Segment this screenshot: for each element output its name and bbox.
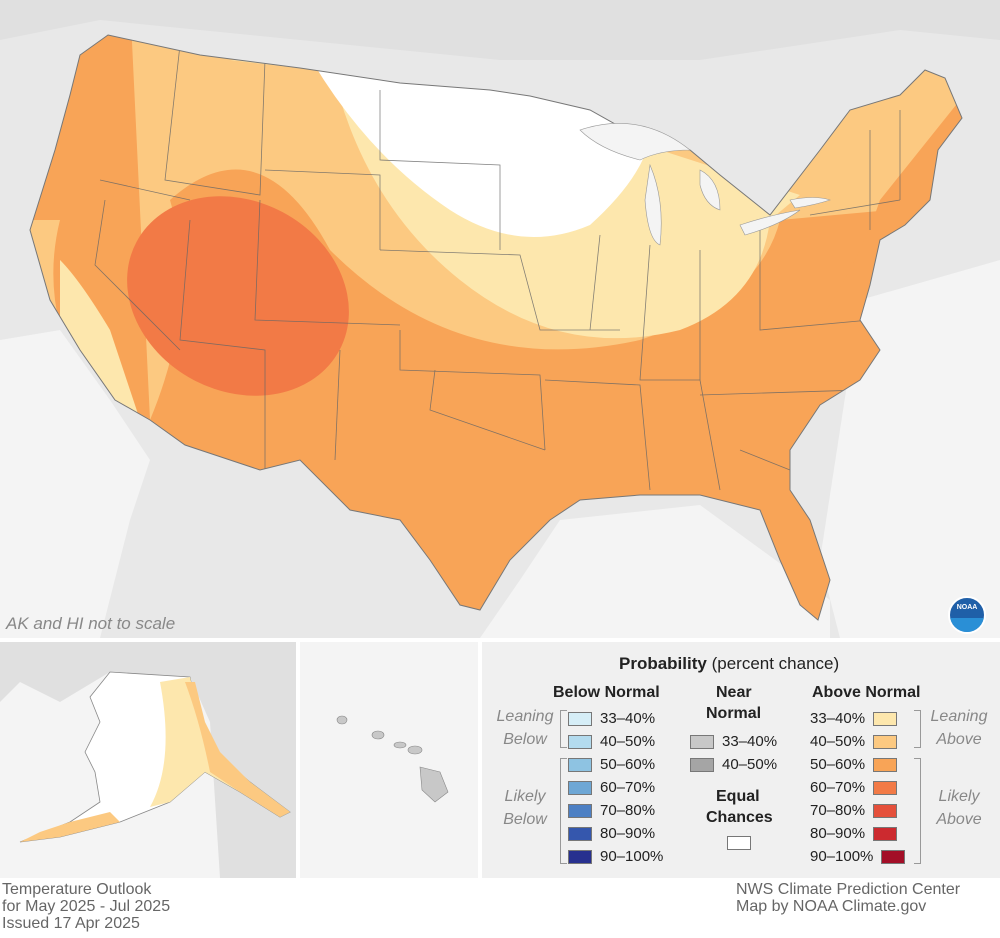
below-normal-swatch <box>568 734 592 749</box>
above-normal-row: 60–70% <box>810 779 898 796</box>
footer-left: Temperature Outlook for May 2025 - Jul 2… <box>2 881 170 932</box>
near-normal-swatch <box>690 734 714 749</box>
footer-right: NWS Climate Prediction Center Map by NOA… <box>736 881 960 915</box>
near-normal-label: 40–50% <box>722 756 778 773</box>
likely-below-label-1: Likely <box>504 788 546 805</box>
legend-title-bold: Probability <box>619 654 707 673</box>
above-normal-row: 40–50% <box>810 733 898 750</box>
below-normal-label: 80–90% <box>600 825 656 842</box>
above-normal-swatch <box>873 826 898 841</box>
outlook-period: for May 2025 - Jul 2025 <box>2 898 171 915</box>
hawaii-map <box>300 642 478 878</box>
credit-cpc: NWS Climate Prediction Center <box>736 881 961 898</box>
above-normal-swatch <box>873 780 898 795</box>
near-normal-row: 40–50% <box>690 756 777 773</box>
below-normal-label: 60–70% <box>600 779 656 796</box>
leaning-below-bracket <box>560 710 567 748</box>
below-normal-label: 40–50% <box>600 733 656 750</box>
scale-note: AK and HI not to scale <box>6 614 176 633</box>
leaning-below-label-1: Leaning <box>496 708 554 725</box>
below-normal-label: 33–40% <box>600 710 656 727</box>
above-normal-swatch <box>873 734 898 749</box>
leaning-above-label-2: Above <box>936 731 982 748</box>
below-normal-row: 33–40% <box>568 710 655 727</box>
near-normal-swatch <box>690 757 714 772</box>
leaning-above-label-1: Leaning <box>930 708 988 725</box>
above-normal-swatch <box>881 849 906 864</box>
above-normal-swatch <box>873 711 898 726</box>
above-normal-swatch <box>873 803 898 818</box>
above-normal-label: 70–80% <box>810 802 866 819</box>
above-normal-row: 70–80% <box>810 802 898 819</box>
below-normal-swatch <box>568 780 592 795</box>
above-normal-swatch <box>873 757 898 772</box>
legend-title-rest: (percent chance) <box>711 654 840 673</box>
below-normal-row: 40–50% <box>568 733 655 750</box>
near-normal-header-2: Normal <box>706 705 762 722</box>
below-normal-swatch <box>568 711 592 726</box>
near-normal-row: 33–40% <box>690 733 777 750</box>
leaning-below-label-2: Below <box>503 731 547 748</box>
equal-chances-region <box>300 40 650 237</box>
above-normal-row: 90–100% <box>810 848 906 865</box>
below-normal-row: 70–80% <box>568 802 655 819</box>
above-normal-row: 80–90% <box>810 825 898 842</box>
above-normal-label: 40–50% <box>810 733 866 750</box>
below-normal-row: 50–60% <box>568 756 655 773</box>
below-normal-label: 70–80% <box>600 802 656 819</box>
alaska-map-graphic <box>0 642 296 878</box>
alaska-map <box>0 642 296 878</box>
below-normal-row: 60–70% <box>568 779 655 796</box>
equal-chances-header-1: Equal <box>716 788 760 805</box>
outlook-type: Temperature Outlook <box>2 881 152 898</box>
credit-climate-gov: Map by NOAA Climate.gov <box>736 898 927 915</box>
above-normal-row: 33–40% <box>810 710 898 727</box>
above-normal-label: 60–70% <box>810 779 866 796</box>
above-normal-header: Above Normal <box>812 684 921 701</box>
below-normal-swatch <box>568 826 592 841</box>
below-normal-label: 50–60% <box>600 756 656 773</box>
legend-title: Probability (percent chance) <box>619 654 839 674</box>
likely-above-label-2: Above <box>936 811 982 828</box>
conus-map: AK and HI not to scale NOAA <box>0 0 1000 638</box>
above-60-70-region <box>127 196 349 396</box>
above-normal-label: 80–90% <box>810 825 866 842</box>
likely-below-label-2: Below <box>503 811 547 828</box>
above-normal-row: 50–60% <box>810 756 898 773</box>
below-normal-row: 90–100% <box>568 848 663 865</box>
below-normal-swatch <box>568 803 592 818</box>
below-normal-swatch <box>568 757 592 772</box>
legend: Probability (percent chance) Below Norma… <box>482 642 1000 878</box>
below-normal-header: Below Normal <box>553 684 660 701</box>
below-normal-label: 90–100% <box>600 848 664 865</box>
leaning-above-bracket <box>914 710 921 748</box>
equal-chances-swatch <box>727 836 751 850</box>
below-normal-swatch <box>568 849 592 864</box>
above-normal-label: 50–60% <box>810 756 866 773</box>
below-normal-row: 80–90% <box>568 825 655 842</box>
conus-map-graphic <box>0 34 1000 638</box>
likely-above-bracket <box>914 758 921 864</box>
hawaii-map-graphic <box>300 642 478 878</box>
near-normal-header-1: Near <box>716 684 752 701</box>
issue-date: Issued 17 Apr 2025 <box>2 915 140 932</box>
noaa-logo-text: NOAA <box>956 604 978 611</box>
likely-below-bracket <box>560 758 567 864</box>
likely-above-label-1: Likely <box>938 788 980 805</box>
near-normal-label: 33–40% <box>722 733 778 750</box>
above-normal-label: 33–40% <box>810 710 866 727</box>
noaa-logo: NOAA <box>948 596 986 634</box>
equal-chances-header-2: Chances <box>706 809 773 826</box>
above-normal-label: 90–100% <box>810 848 874 865</box>
